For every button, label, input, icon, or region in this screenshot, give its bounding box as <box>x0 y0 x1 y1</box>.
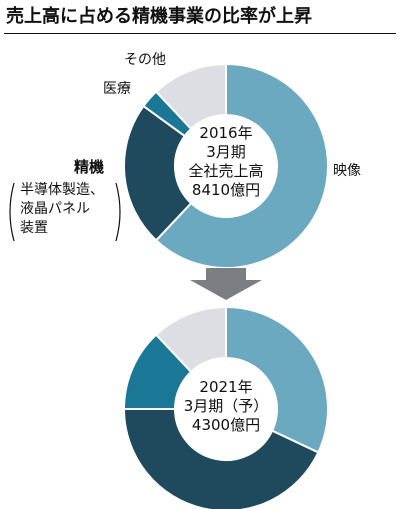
slice-2021-imaging <box>225 305 329 454</box>
label-precision: 精機 <box>74 158 105 176</box>
precision-note-line-1: 半導体製造、 <box>20 182 104 198</box>
center-2016-line-2: 3月期 <box>206 143 246 161</box>
label-other: その他 <box>124 52 166 68</box>
donut-2021 <box>122 305 329 509</box>
precision-note-bracket-right <box>115 182 121 242</box>
donut-2016 <box>123 62 329 269</box>
slice-2021-precision <box>122 408 320 509</box>
center-2021-line-3: 4300億円 <box>191 416 261 434</box>
slice-2016-imaging <box>154 62 329 269</box>
slice-2021-other <box>154 305 227 374</box>
precision-note-bracket <box>9 182 15 242</box>
slice-2016-precision <box>123 104 193 242</box>
center-2016-line-3: 全社売上高 <box>188 162 264 180</box>
center-2021-line-1: 2021年 <box>199 378 253 396</box>
label-imaging: 映像 <box>333 163 361 179</box>
chart-title: 売上高に占める精機事業の比率が上昇 <box>6 6 312 27</box>
label-medical: 医療 <box>103 81 131 97</box>
center-2016-line-1: 2016年 <box>199 124 253 142</box>
center-2021-line-2: 3月期（予） <box>183 397 269 415</box>
precision-note-line-3: 装置 <box>20 220 48 236</box>
down-arrow-icon <box>190 268 262 300</box>
title-underline <box>4 33 396 34</box>
center-2016-line-4: 8410億円 <box>191 181 261 199</box>
slice-2016-other <box>154 62 227 131</box>
precision-note-line-2: 液晶パネル <box>20 201 90 217</box>
